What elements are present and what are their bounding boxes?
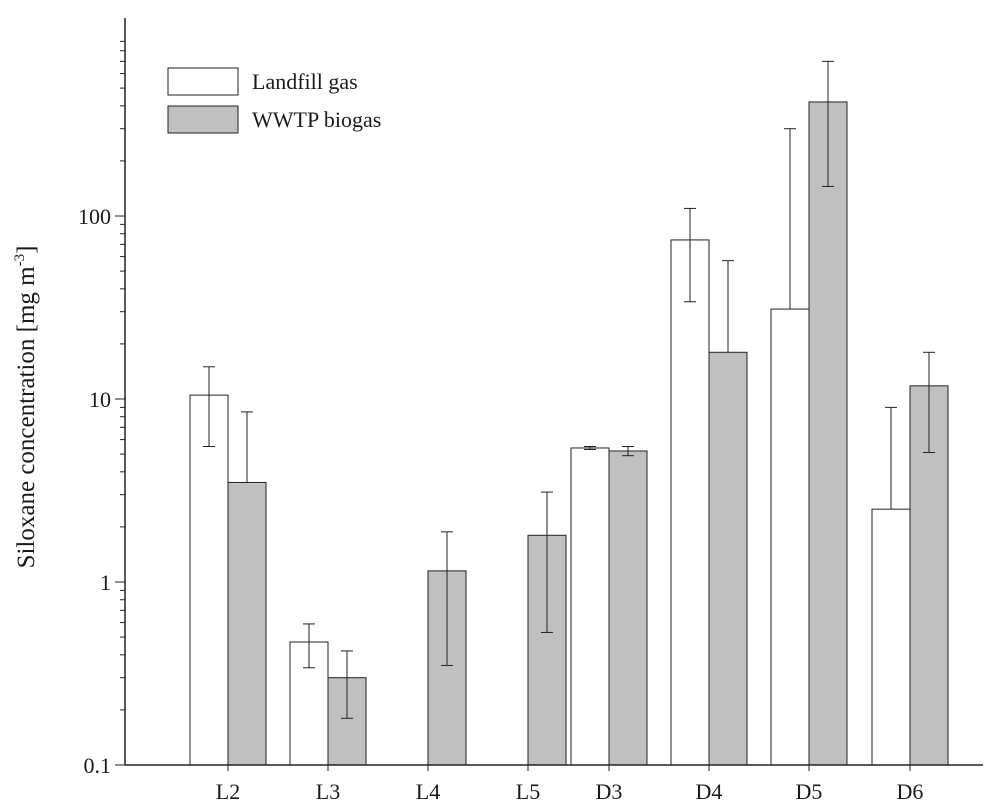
bar-landfill-gas-d5 [770,308,810,766]
bars-layer [189,101,949,766]
error-bar-wwtp-biogas-l3 [341,650,353,719]
bar-wwtp-biogas-d4 [708,351,748,766]
bar-landfill-gas-d6 [871,508,911,766]
legend-label-landfill-gas: Landfill gas [252,69,358,94]
x-tick-label-d5: D5 [796,779,823,804]
error-bar-landfill-gas-d6 [885,406,897,510]
x-tick-label-d6: D6 [897,779,924,804]
x-tick-label-l4: L4 [416,779,440,804]
bar-wwtp-biogas-d3 [608,450,648,766]
bar-landfill-gas-l2 [189,394,229,766]
error-bar-landfill-gas-d3 [584,446,596,450]
y-axis-label-close: ] [13,246,40,254]
x-tick-label-d3: D3 [596,779,623,804]
y-axis-label: Siloxane concentration [mg m-3] [12,246,40,569]
x-tick-label-l3: L3 [316,779,340,804]
error-bar-wwtp-biogas-l4 [441,531,453,666]
legend-label-wwtp-biogas: WWTP biogas [252,107,381,132]
y-axis-label-superscript: -3 [12,254,28,267]
error-bar-landfill-gas-d5 [784,128,796,310]
ticks-layer: 0.1 1 10 100 L2 L3 L4 L5 D3 D4 D5 D6 [78,40,924,804]
bar-wwtp-biogas-d5 [808,101,848,766]
error-bar-wwtp-biogas-d6 [923,351,935,454]
error-bar-landfill-gas-d4 [684,207,696,303]
error-bar-wwtp-biogas-d3 [622,446,634,457]
error-bar-wwtp-biogas-d4 [722,260,734,353]
legend-swatch-landfill-gas [167,67,239,96]
legend: Landfill gas WWTP biogas [167,67,381,134]
error-bar-landfill-gas-l2 [203,366,215,448]
x-tick-label-l5: L5 [516,779,540,804]
axes-layer [124,18,983,766]
bar-landfill-gas-d4 [670,239,710,766]
error-bars-layer [203,60,935,719]
x-tick-label-d4: D4 [696,779,723,804]
x-tick-label-l2: L2 [216,779,240,804]
bar-landfill-gas-d3 [570,447,610,766]
y-tick-label: 1 [100,570,111,595]
error-bar-landfill-gas-l3 [303,623,315,669]
y-tick-label: 100 [78,204,111,229]
error-bar-wwtp-biogas-d5 [822,60,834,187]
legend-swatch-wwtp-biogas [167,105,239,134]
y-tick-label: 0.1 [84,753,112,778]
error-bar-wwtp-biogas-l2 [241,411,253,483]
error-bar-wwtp-biogas-l5 [541,491,553,633]
y-tick-label: 10 [89,387,111,412]
bar-wwtp-biogas-l2 [227,481,267,766]
